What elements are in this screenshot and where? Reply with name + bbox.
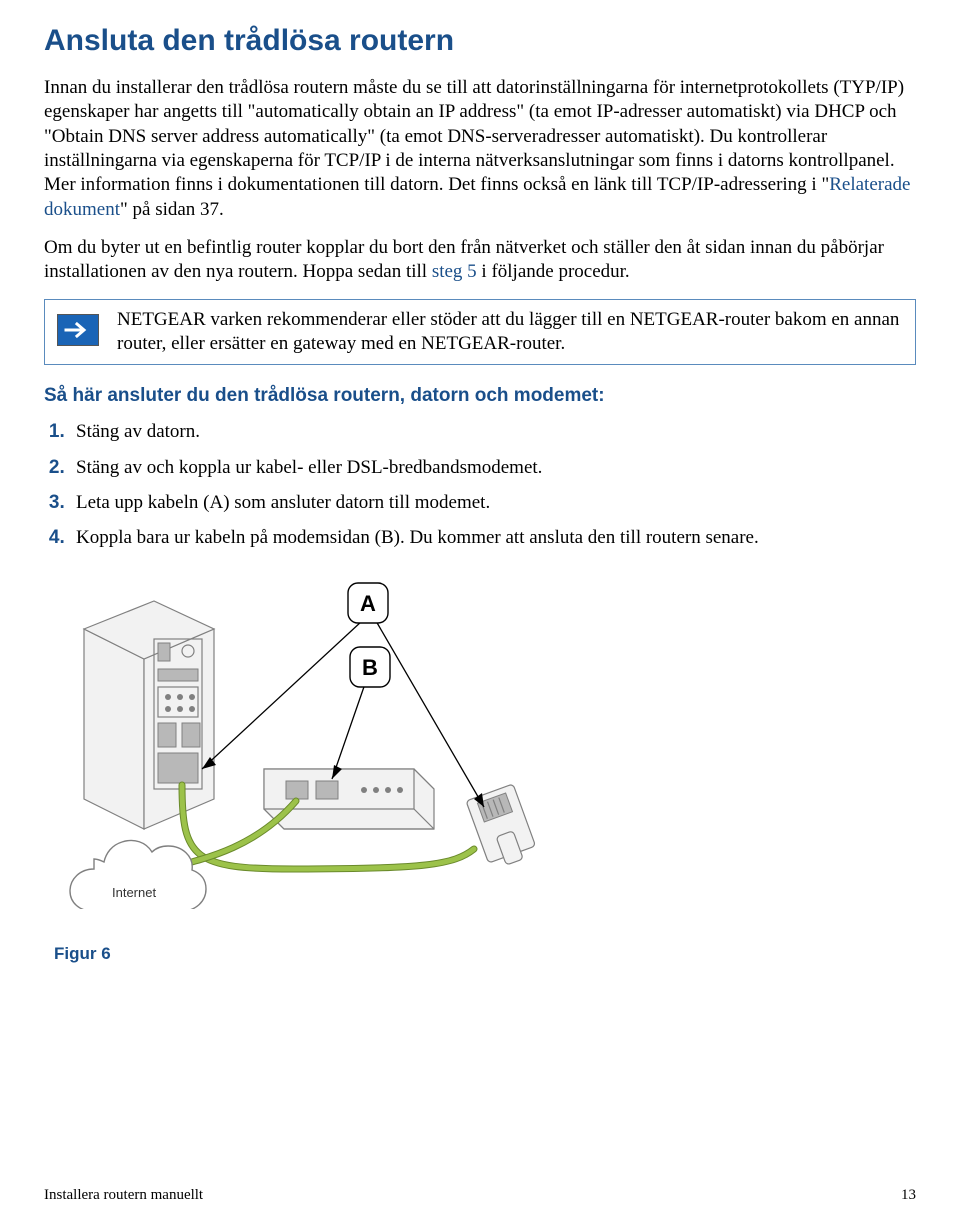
step-1: Stäng av datorn. xyxy=(70,417,916,446)
text-run: i följande procedur. xyxy=(477,261,630,282)
modem-icon xyxy=(264,769,434,829)
figure-6: Internet A B Figur 6 xyxy=(54,569,916,964)
note-text: NETGEAR varken rekommenderar eller stöde… xyxy=(117,308,903,357)
callout-b-label: B xyxy=(362,655,378,680)
page-title: Ansluta den trådlösa routern xyxy=(44,24,916,58)
callout-a-label: A xyxy=(360,591,376,616)
footer-page-number: 13 xyxy=(901,1187,916,1204)
text-run: Innan du installerar den trådlösa router… xyxy=(44,77,904,195)
text-run: " på sidan 37. xyxy=(120,199,224,220)
step-4: Koppla bara ur kabeln på modemsidan (B).… xyxy=(70,523,916,552)
internet-cloud-icon: Internet xyxy=(70,840,206,909)
intro-paragraph-2: Om du byter ut en befintlig router koppl… xyxy=(44,236,916,285)
pc-tower-icon xyxy=(84,601,214,829)
step-2: Stäng av och koppla ur kabel- eller DSL-… xyxy=(70,453,916,482)
page-footer: Installera routern manuellt 13 xyxy=(44,1187,916,1204)
link-step-5[interactable]: steg 5 xyxy=(432,261,477,282)
arrow-right-icon xyxy=(57,314,99,346)
connection-diagram: Internet A B xyxy=(54,569,614,909)
step-3: Leta upp kabeln (A) som ansluter datorn … xyxy=(70,488,916,517)
intro-paragraph-1: Innan du installerar den trådlösa router… xyxy=(44,76,916,222)
internet-label: Internet xyxy=(112,885,156,900)
note-box: NETGEAR varken rekommenderar eller stöde… xyxy=(44,299,916,366)
document-page: Ansluta den trådlösa routern Innan du in… xyxy=(0,0,960,1220)
footer-section-title: Installera routern manuellt xyxy=(44,1187,203,1204)
figure-caption: Figur 6 xyxy=(54,944,916,964)
procedure-list: Stäng av datorn. Stäng av och koppla ur … xyxy=(44,417,916,553)
callout-b: B xyxy=(332,647,390,779)
procedure-heading: Så här ansluter du den trådlösa routern,… xyxy=(44,385,916,407)
